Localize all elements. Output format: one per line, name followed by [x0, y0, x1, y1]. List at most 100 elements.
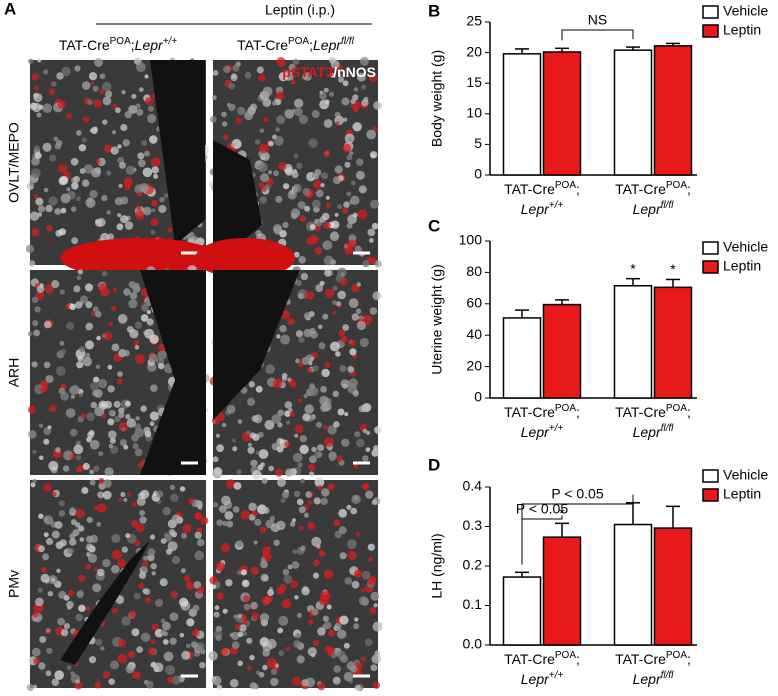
cell: [141, 565, 148, 572]
genotype-label: TAT-CrePOA;: [615, 650, 691, 667]
cell: [280, 334, 291, 345]
cell: [342, 383, 348, 389]
cell: [98, 451, 104, 457]
cell: [87, 431, 95, 439]
cell: [298, 336, 305, 343]
cell: [78, 346, 86, 353]
cell: [60, 193, 71, 204]
cell: [70, 157, 79, 166]
cell: [255, 450, 260, 455]
text-part: Lepr: [521, 671, 550, 687]
cell: [58, 164, 67, 173]
text-part: pSTAT3: [282, 64, 333, 80]
cell: [330, 259, 337, 265]
cell: [87, 553, 98, 563]
cell: [287, 564, 293, 570]
cell: [341, 438, 350, 447]
cell: [353, 87, 359, 92]
comparison-label: P < 0.05: [516, 501, 569, 517]
cell: [194, 550, 204, 561]
cell: [28, 260, 36, 267]
cell: [45, 670, 52, 677]
cell: [372, 621, 383, 632]
significance-mark: *: [630, 260, 636, 276]
cell: [155, 127, 160, 132]
y-tick-label: 0: [474, 166, 482, 182]
cell: [363, 482, 370, 489]
cell: [230, 74, 238, 82]
cell: [262, 507, 270, 514]
cell: [313, 572, 319, 579]
cell: [125, 413, 131, 420]
cell: [124, 400, 131, 407]
cell: [60, 176, 69, 185]
cell: [244, 110, 254, 121]
cell: [76, 196, 81, 201]
cell: [43, 483, 52, 492]
cell: [343, 201, 350, 208]
cell: [69, 386, 77, 395]
cell: [51, 280, 60, 289]
cell: [30, 482, 36, 488]
cell: [314, 477, 325, 488]
text-part: ;: [309, 37, 313, 53]
text-part: POA: [110, 36, 131, 47]
cell: [277, 478, 286, 487]
cell: [305, 290, 315, 300]
cell: [68, 538, 77, 546]
cell: [108, 678, 115, 685]
cell: [311, 110, 320, 119]
bar: [502, 576, 542, 646]
significance-mark: *: [559, 505, 565, 521]
cell: [75, 679, 80, 684]
cell: [271, 414, 282, 424]
cell: [110, 660, 119, 670]
cell: [150, 639, 156, 645]
cell: [103, 479, 112, 488]
cell: [56, 366, 66, 376]
cell: [313, 497, 321, 505]
cell: [35, 597, 44, 607]
cell: [70, 394, 75, 399]
cell: [136, 523, 145, 533]
red-region: [195, 238, 295, 278]
cell: [136, 646, 144, 653]
stain-legend: pSTAT3/nNOS: [282, 64, 376, 80]
cell: [186, 618, 195, 627]
cell: [319, 395, 329, 406]
cell: [323, 621, 332, 630]
cell: [66, 112, 72, 119]
cell: [90, 81, 95, 86]
cell: [31, 102, 42, 113]
cell: [335, 121, 340, 126]
cell: [45, 375, 54, 383]
cell: [77, 525, 85, 532]
cell: [359, 337, 370, 348]
cell: [185, 643, 191, 649]
cell: [342, 143, 352, 153]
cell: [330, 59, 340, 69]
cell: [54, 521, 63, 529]
cell: [111, 533, 121, 543]
cell: [221, 495, 231, 506]
cell: [125, 165, 136, 175]
cell: [334, 165, 343, 174]
text-part: ;: [576, 181, 580, 197]
cell: [31, 156, 40, 166]
genotype-label: TAT-CrePOA;Leprfl/fl: [237, 36, 354, 53]
cell: [284, 401, 293, 409]
cell: [124, 110, 132, 119]
cell: [259, 128, 265, 133]
cell: [283, 574, 293, 584]
cell: [124, 221, 134, 230]
cell: [308, 463, 315, 471]
cell: [284, 109, 295, 119]
cell: [237, 614, 243, 619]
cell: [57, 617, 65, 626]
cell: [43, 438, 50, 445]
cell: [43, 361, 51, 369]
cell: [151, 199, 159, 207]
cell: [250, 566, 259, 576]
cell: [126, 418, 136, 428]
cell: [262, 664, 268, 671]
